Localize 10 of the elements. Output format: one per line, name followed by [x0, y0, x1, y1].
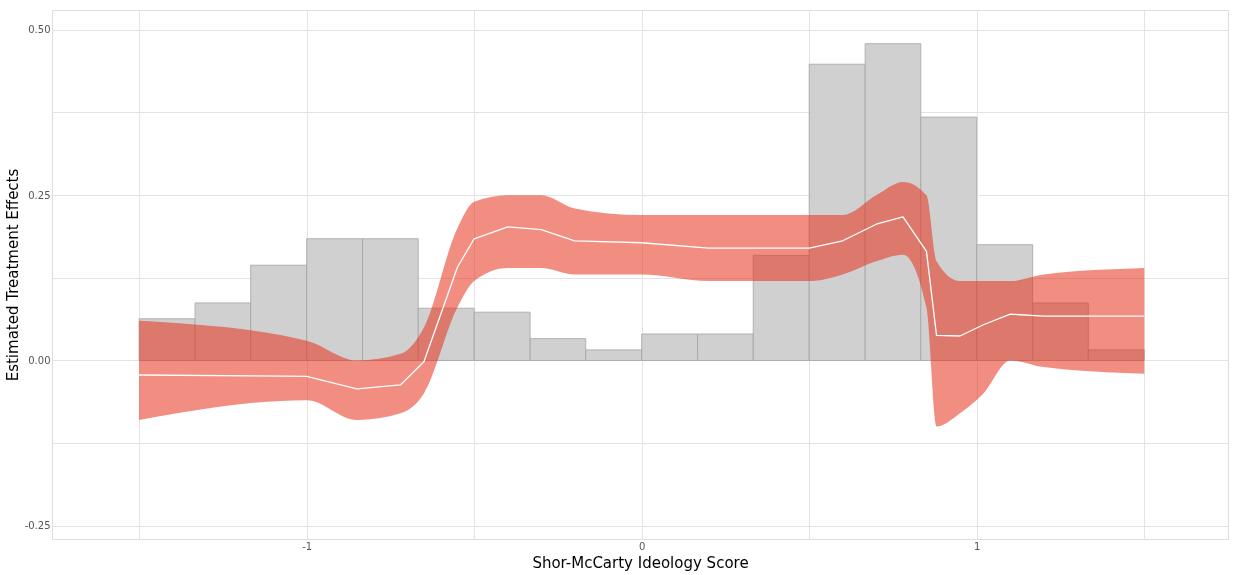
x-tick-label: -1 — [302, 540, 313, 552]
y-tick-label: 0.00 — [28, 354, 51, 366]
y-axis-title: Estimated Treatment Effects — [3, 168, 22, 382]
line-series — [138, 216, 1145, 390]
x-axis-title: Shor-McCarty Ideology Score — [532, 553, 749, 572]
y-tick-label: 0.25 — [28, 189, 51, 201]
x-tick-label: 0 — [638, 540, 646, 552]
x-tick-label: 1 — [974, 540, 981, 552]
y-tick-label: 0.50 — [28, 24, 51, 36]
y-tick-label: -0.25 — [24, 520, 51, 532]
